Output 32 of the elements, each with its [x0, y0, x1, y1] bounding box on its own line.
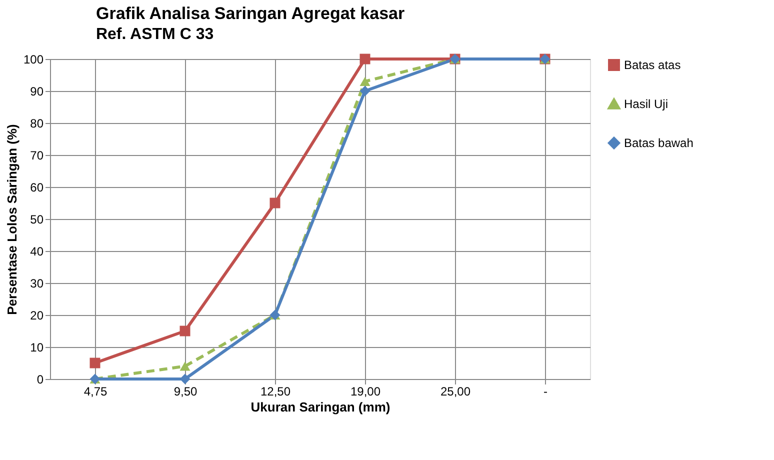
y-tick-label: 30 [30, 276, 44, 290]
point [360, 54, 370, 64]
chart-title: Grafik Analisa Saringan Agregat kasar [96, 4, 405, 23]
y-tick-label: 20 [30, 308, 44, 322]
x-tick-label: 25,00 [440, 384, 471, 398]
point [360, 76, 370, 86]
point [90, 358, 100, 368]
point [360, 86, 370, 96]
y-tick-label: 50 [30, 212, 44, 226]
y-tick-label: 40 [30, 244, 44, 258]
y-tick-label: 70 [30, 148, 44, 162]
point [270, 198, 280, 208]
y-tick-label: 10 [30, 340, 44, 354]
x-tick-label: 4,75 [84, 384, 108, 398]
legend-label: Batas atas [624, 58, 681, 72]
point [180, 326, 190, 336]
chart-subtitle: Ref. ASTM C 33 [96, 26, 214, 43]
y-tick-label: 90 [30, 84, 44, 98]
y-tick-label: 80 [30, 116, 44, 130]
y-tick-label: 60 [30, 180, 44, 194]
legend-label: Hasil Uji [624, 97, 668, 111]
point [180, 374, 190, 384]
point [180, 362, 190, 371]
y-tick-label: 0 [36, 372, 44, 386]
x-tick-label: 9,50 [174, 384, 198, 398]
y-axis-title: Persentase Lolos Saringan (%) [4, 124, 20, 315]
x-axis-title: Ukuran Saringan (mm) [250, 400, 390, 414]
x-tick-label: 12,50 [260, 384, 291, 398]
x-tick-label: 19,00 [350, 384, 381, 398]
legend-label: Batas bawah [624, 136, 694, 150]
y-tick-label: 100 [23, 52, 44, 66]
x-tick-label: - [544, 384, 548, 398]
